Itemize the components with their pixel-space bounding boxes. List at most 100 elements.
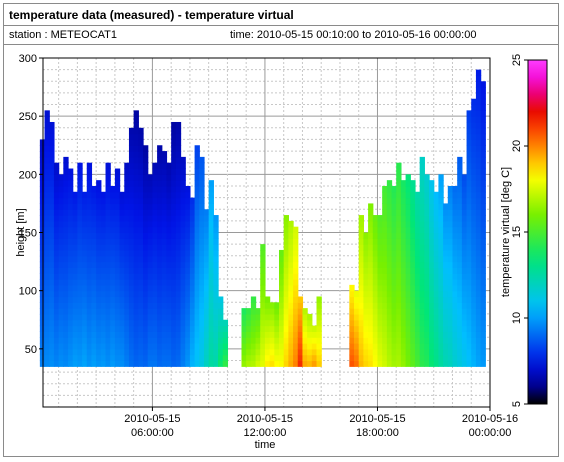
heatmap-cell [250,343,257,350]
heatmap-cell [194,255,200,263]
heatmap-cell [293,261,299,268]
heatmap-cell [475,185,482,193]
heatmap-cell [199,331,205,338]
heatmap-cell [363,308,369,315]
heatmap-cell [82,249,88,257]
heatmap-cell [143,331,149,338]
heatmap-cell [105,174,111,181]
heatmap-cell [185,337,191,344]
heatmap-cell [222,337,229,344]
heatmap-cell [480,121,486,129]
heatmap-cell [114,325,121,332]
heatmap-cell [189,284,196,292]
heatmap-cell [480,226,486,234]
heatmap-cell [180,308,186,315]
heatmap-cell [457,220,463,228]
heatmap-cell [175,168,182,175]
heatmap-cell [68,191,74,199]
heatmap-cell [175,162,182,170]
heatmap-cell [133,133,139,141]
heatmap-cell [175,273,182,280]
heatmap-cell [269,337,275,344]
heatmap-cell [91,261,97,268]
heatmap-cell [203,360,210,367]
heatmap-cell [166,354,172,362]
heatmap-cell [405,290,411,298]
heatmap-cell [58,308,64,315]
heatmap-cell [447,197,454,205]
heatmap-cell [96,215,102,222]
heatmap-cell [77,215,83,222]
heatmap-cell [171,255,177,263]
heatmap-cell [475,180,482,187]
heatmap-cell [396,290,402,298]
heatmap-cell [180,296,186,303]
heatmap-cell [377,267,383,274]
y-tick-label: 150 [19,228,37,240]
heatmap-cell [279,325,285,332]
heatmap-cell [471,110,477,117]
heatmap-cell [386,273,393,280]
heatmap-cell [433,331,440,338]
heatmap-cell [63,174,69,181]
heatmap-cell [480,116,486,123]
heatmap-cell [382,261,388,268]
heatmap-cell [199,348,205,356]
heatmap-cell [110,244,116,251]
heatmap-cell [49,226,55,234]
heatmap-cell [124,290,130,298]
heatmap-cell [49,296,55,303]
heatmap-cell [419,197,425,205]
heatmap-cell [475,249,482,257]
heatmap-cell [161,354,168,362]
heatmap-cell [143,180,149,187]
heatmap-cell [372,290,379,298]
heatmap-cell [63,302,69,309]
heatmap-cell [68,215,74,222]
heatmap-cell [175,290,182,298]
heatmap-cell [443,244,449,251]
heatmap-cell [44,238,50,245]
heatmap-cell [128,290,135,298]
heatmap-cell [124,249,130,257]
heatmap-cell [203,354,210,362]
heatmap-cell [105,279,111,286]
heatmap-cell [457,203,463,210]
heatmap-cell [96,185,102,193]
heatmap-cell [49,162,55,170]
heatmap-cell [475,151,482,158]
heatmap-cell [86,261,93,268]
heatmap-cell [77,296,83,303]
heatmap-cell [218,308,224,315]
heatmap-cell [452,337,458,344]
heatmap-cell [358,331,364,338]
heatmap-cell [358,232,364,239]
heatmap-cell [283,343,289,350]
heatmap-cell [175,180,182,187]
heatmap-cell [471,156,477,164]
heatmap-cell [405,273,411,280]
heatmap-cell [358,238,364,245]
heatmap-cell [274,319,280,327]
heatmap-cell [49,261,55,268]
heatmap-cell [396,209,402,216]
heatmap-cell [480,273,486,280]
heatmap-cell [433,261,440,268]
heatmap-cell [264,354,271,362]
heatmap-cell [386,180,393,187]
heatmap-cell [433,360,440,367]
heatmap-cell [105,244,111,251]
heatmap-cell [105,354,111,362]
heatmap-cell [288,255,294,263]
heatmap-cell [377,215,383,222]
heatmap-cell [382,337,388,344]
heatmap-cell [354,348,360,356]
heatmap-cell [114,249,121,257]
heatmap-cell [246,325,252,332]
heatmap-cell [110,279,116,286]
heatmap-cell [410,185,416,193]
heatmap-cell [180,226,186,234]
heatmap-cell [157,174,163,181]
heatmap-cell [53,220,60,228]
heatmap-cell [260,261,266,268]
